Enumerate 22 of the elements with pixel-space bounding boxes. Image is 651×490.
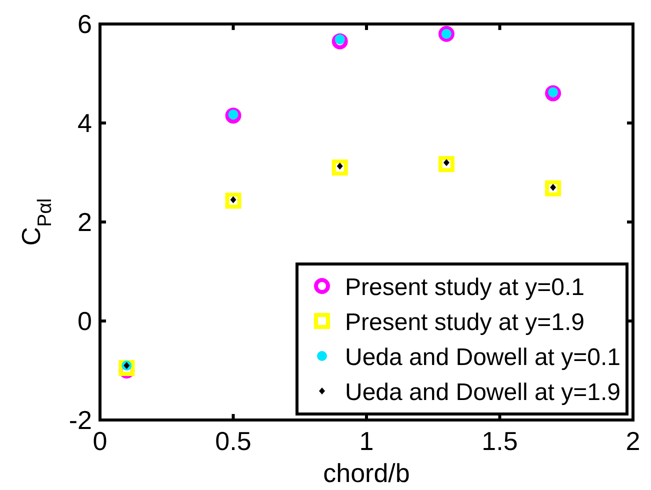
point	[225, 108, 242, 124]
y-tick-label: -2	[68, 405, 92, 435]
point	[545, 85, 562, 102]
x-tick-label: 1	[359, 426, 374, 456]
legend-label: Present study at y=0.1	[345, 274, 584, 301]
x-tick-label: 2	[626, 426, 640, 456]
x-axis-title: chord/b	[323, 458, 410, 488]
y-tick-label: 4	[78, 108, 92, 138]
x-tick-label: 0.5	[215, 426, 252, 456]
point	[545, 180, 562, 196]
y-tick-label: 6	[78, 9, 92, 39]
legend-label: Present study at y=1.9	[345, 309, 584, 336]
x-tick-label: 1.5	[482, 426, 518, 456]
point	[332, 33, 348, 50]
point	[438, 156, 454, 172]
point	[332, 160, 348, 176]
point	[438, 26, 454, 42]
legend-label: Ueda and Dowell at y=0.1	[345, 344, 621, 371]
legend-label: Ueda and Dowell at y=1.9	[345, 379, 621, 406]
y-tick-label: 0	[78, 306, 92, 336]
point	[225, 192, 242, 209]
y-tick-label: 2	[78, 207, 92, 237]
